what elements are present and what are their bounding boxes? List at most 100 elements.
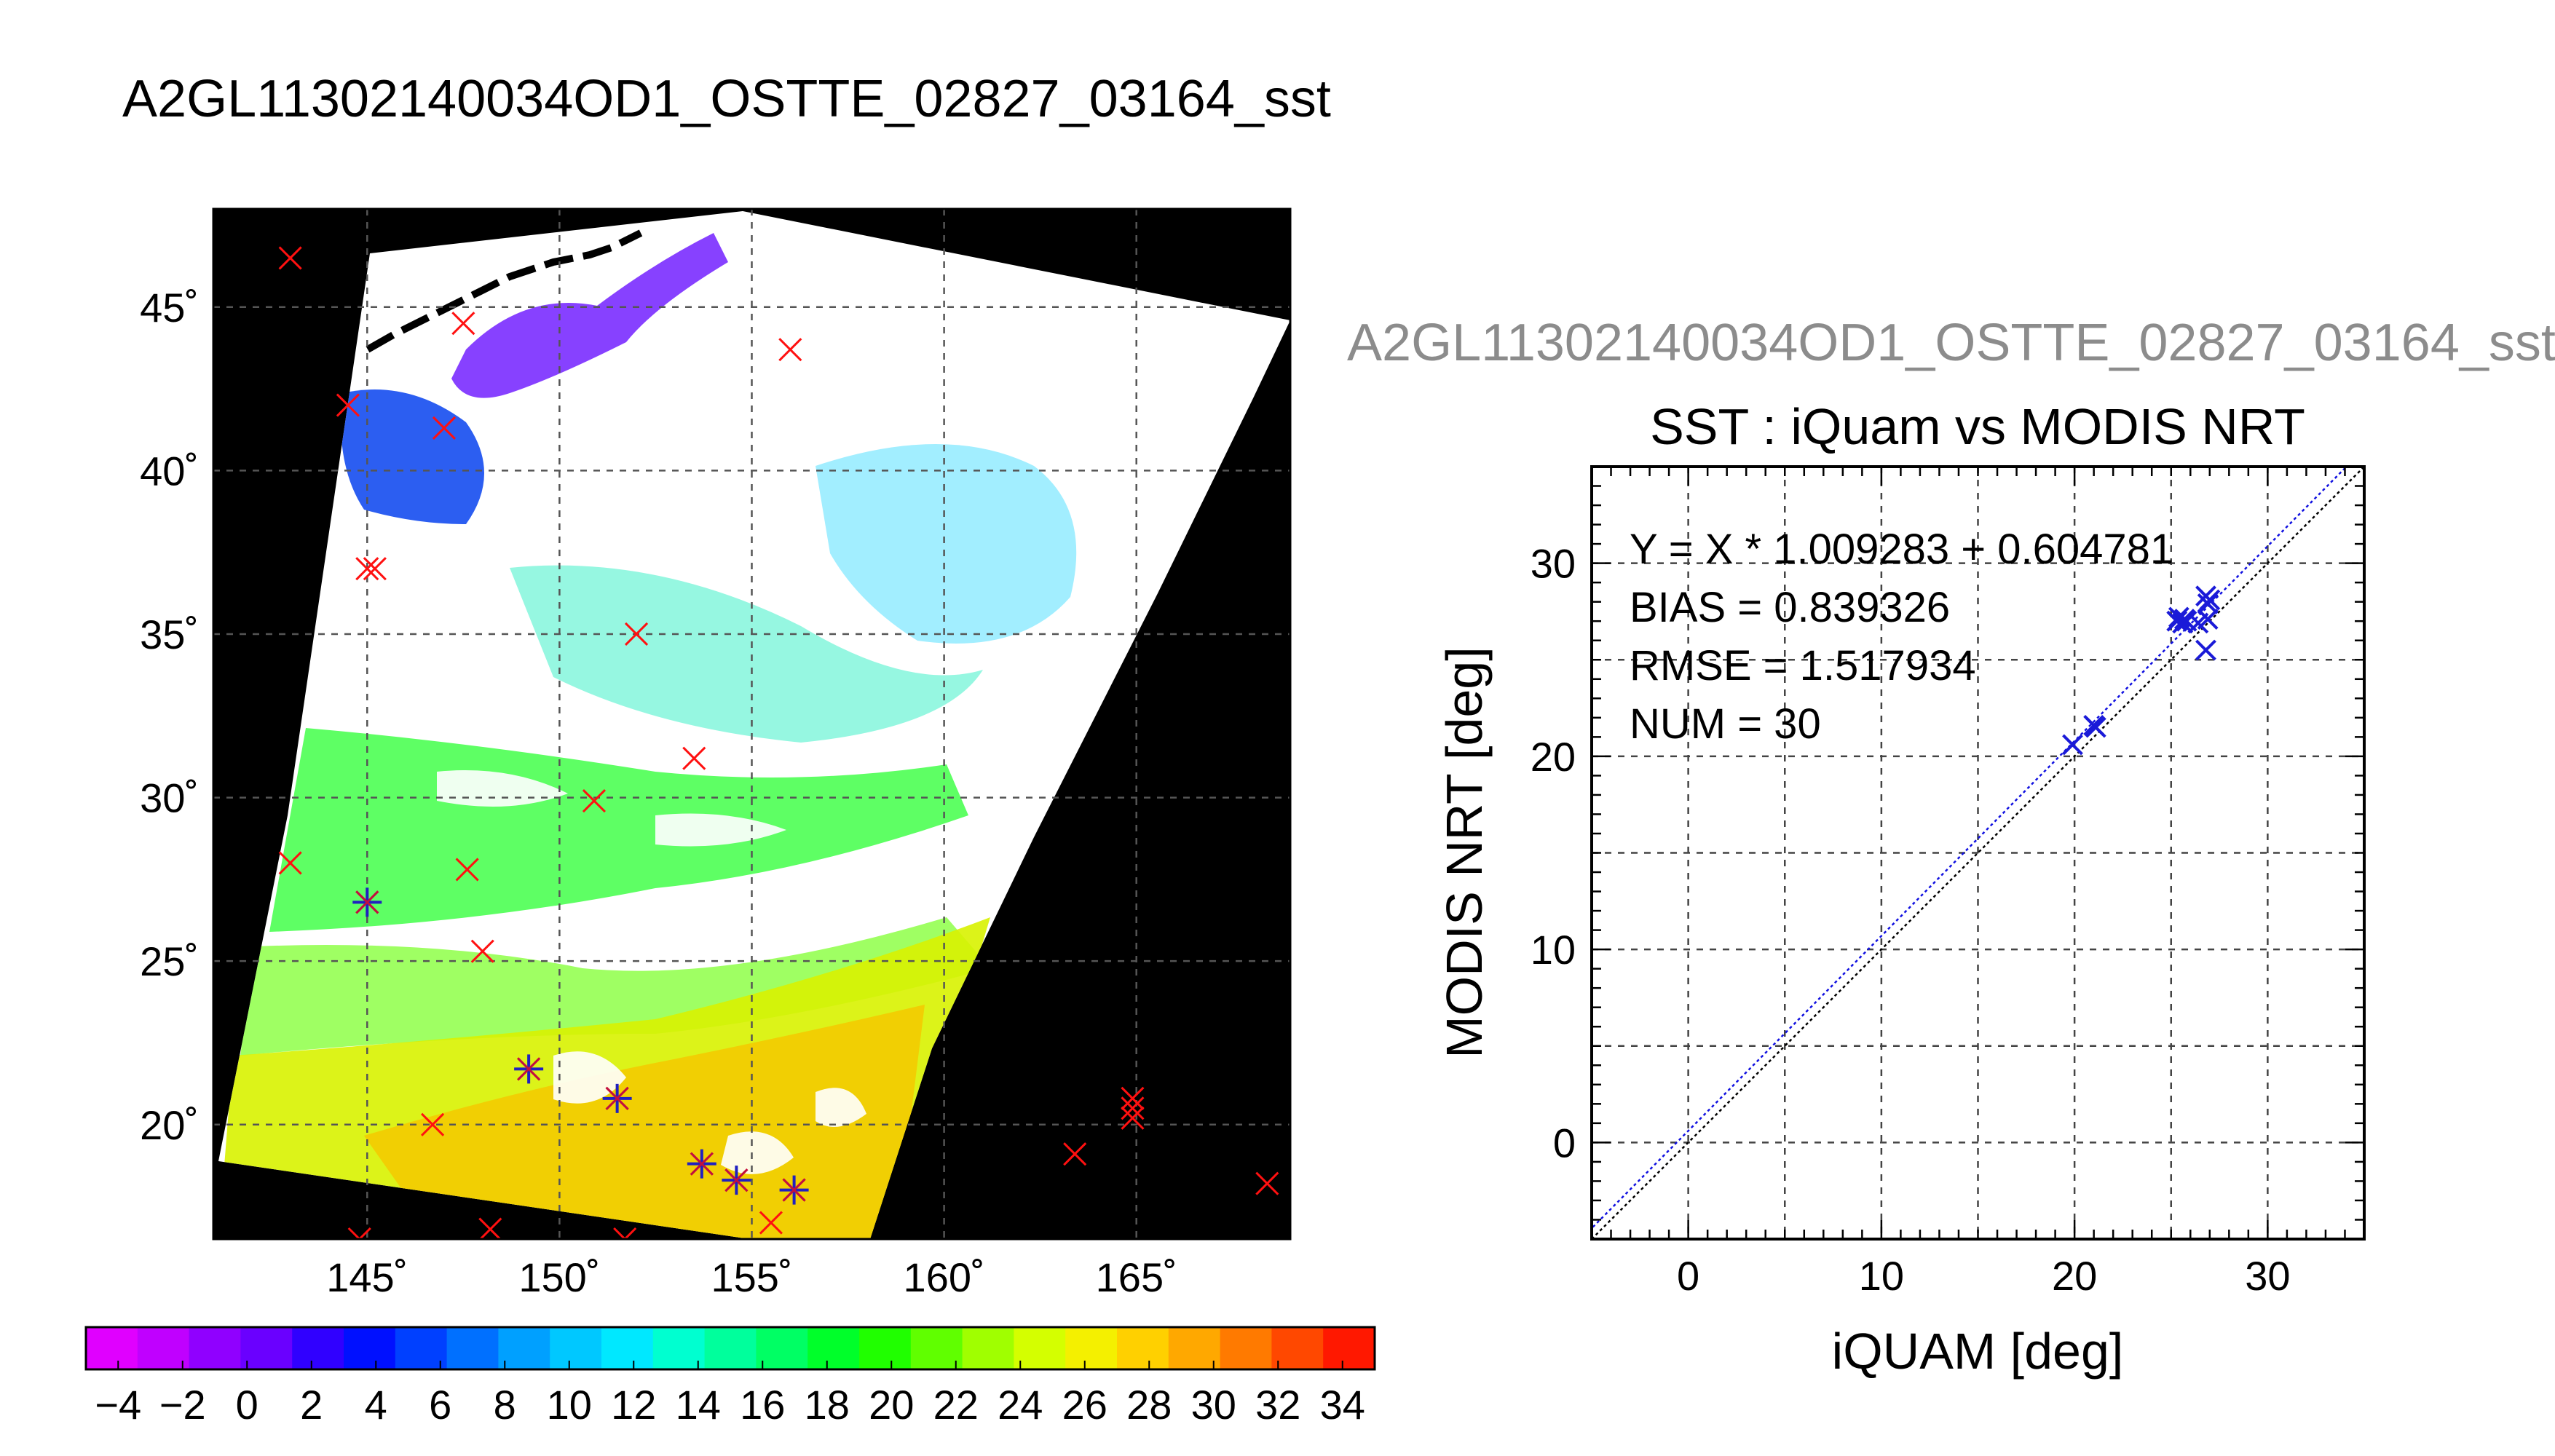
colorbar-tick-label: 6 [429, 1382, 451, 1428]
in-situ-marker [624, 622, 649, 646]
in-situ-x-a [347, 1227, 361, 1239]
sst-green-south [240, 917, 990, 1056]
scatter-point [2195, 639, 2216, 661]
in-situ-marker [363, 557, 387, 581]
matched-marker [722, 1166, 751, 1195]
in-situ-marker [336, 393, 360, 417]
colorbar-cell [1323, 1327, 1375, 1369]
in-situ-x-b [421, 1112, 445, 1136]
scatter-x-b [2195, 639, 2216, 661]
sst-fields [218, 233, 1077, 1239]
in-situ-marker [1063, 1142, 1087, 1166]
scatter-title: SST : iQuam vs MODIS NRT [1650, 398, 2305, 455]
one-to-one-line [1592, 467, 2364, 1239]
in-situ-marker [1255, 1171, 1279, 1195]
in-situ-marker [759, 1211, 783, 1235]
sst-colorbar: −4 −2 0 2 4 6 8 10 12 14 16 18 20 22 24 26 28 30 32 34 [84, 1326, 1376, 1428]
in-situ-marker [451, 312, 475, 336]
colorbar-tick-labels: −4 −2 0 2 4 6 8 10 12 14 16 18 20 22 24 26 28 30 32 34 [95, 1382, 1365, 1428]
matched-x-b [355, 890, 379, 914]
colorbar-cell [1271, 1327, 1324, 1369]
lon-tick-label: 145˚ [326, 1254, 408, 1300]
matched-marker [352, 887, 382, 917]
in-situ-x-b [582, 789, 606, 813]
colorbar-cell [86, 1327, 138, 1369]
lat-tick-label: 40˚ [140, 448, 199, 494]
in-situ-x-b [682, 746, 706, 770]
colorbar-tick-label: 4 [365, 1382, 387, 1428]
scatter-stats: Y = X * 1.009283 + 0.604781 BIAS = 0.8393… [1630, 526, 2173, 748]
in-situ-x-b [451, 312, 475, 336]
colorbar-tick-label: 32 [1255, 1382, 1300, 1428]
colorbar-cells [86, 1327, 1375, 1369]
colorbar-tick-label: 22 [933, 1382, 979, 1428]
matched-marker [514, 1054, 544, 1084]
in-situ-x-b [336, 393, 360, 417]
colorbar-tick-label: −2 [159, 1382, 206, 1428]
scatter-x-b [2199, 589, 2221, 611]
in-situ-x-b [624, 622, 649, 646]
colorbar-tick-label: 0 [236, 1382, 258, 1428]
sst-cyan-swirl [816, 444, 1077, 644]
x-tick-label: 10 [1859, 1253, 1904, 1299]
in-situ-x-b [478, 1217, 502, 1239]
in-situ-x-a [613, 1227, 627, 1239]
x-tick-label: 30 [2245, 1253, 2290, 1299]
colorbar-cell [344, 1327, 396, 1369]
in-situ-x-b [1121, 1106, 1145, 1130]
lat-tick-label: 25˚ [140, 938, 199, 984]
colorbar-cell [807, 1327, 860, 1369]
colorbar-tick-label: 18 [805, 1382, 850, 1428]
colorbar-tick-label: 8 [494, 1382, 516, 1428]
colorbar-cell [910, 1327, 963, 1369]
colorbar-cell [756, 1327, 808, 1369]
map-frame [212, 207, 1292, 1241]
colorbar-cell [240, 1327, 293, 1369]
scatter-grid [1592, 467, 2364, 1239]
in-situ-marker [778, 338, 802, 362]
scatter-axis-ticks [1592, 467, 2364, 1239]
x-axis-label: iQUAM [deg] [1832, 1323, 2124, 1380]
colorbar-tick-label: 16 [740, 1382, 785, 1428]
in-situ-x-b [623, 1227, 637, 1239]
in-situ-x-b [278, 246, 302, 270]
lat-tick-label: 35˚ [140, 612, 199, 657]
scatter-plot: SST : iQuam vs MODIS NRT 0 10 20 300102030 … [1436, 398, 2366, 1380]
in-situ-x-b [455, 858, 479, 882]
in-situ-x-b [1063, 1142, 1087, 1166]
colorbar-cell [446, 1327, 499, 1369]
scatter-points [2062, 585, 2221, 756]
colorbar-cell [189, 1327, 241, 1369]
in-situ-marker [1121, 1086, 1145, 1110]
in-situ-marker [682, 746, 706, 770]
in-situ-marker [1121, 1096, 1145, 1120]
x-tick-label: 0 [1677, 1253, 1699, 1299]
colorbar-cell [292, 1327, 344, 1369]
in-situ-marker [347, 1227, 371, 1239]
stats-line: NUM = 30 [1630, 700, 1821, 748]
map-points [278, 246, 1279, 1239]
matched-marker [602, 1083, 632, 1113]
y-tick-label: 10 [1531, 927, 1576, 973]
colorbar-cell [962, 1327, 1014, 1369]
scatter-subtitle: A2GL11302140034OD1_OSTTE_02827_03164_sst [1347, 314, 2555, 372]
in-situ-marker [421, 1112, 445, 1136]
in-situ-marker [278, 246, 302, 270]
colorbar-tick-label: 12 [611, 1382, 656, 1428]
in-situ-x-b [1121, 1086, 1145, 1110]
colorbar-tick-label: 28 [1126, 1382, 1172, 1428]
scatter-x-b [2062, 734, 2083, 756]
colorbar-tick-label: 24 [998, 1382, 1043, 1428]
scatter-point [2085, 716, 2106, 738]
matched-marker [779, 1175, 809, 1205]
x-tick-label: 20 [2052, 1253, 2097, 1299]
colorbar-cell [1117, 1327, 1169, 1369]
in-situ-x-b [1121, 1096, 1145, 1120]
in-situ-marker [613, 1227, 637, 1239]
scatter-x-b [2176, 610, 2197, 632]
y-tick-label: 20 [1531, 734, 1576, 780]
colorbar-cell [395, 1327, 448, 1369]
colorbar-cell [704, 1327, 757, 1369]
map-grid [213, 209, 1290, 1239]
scatter-x-b [2197, 609, 2219, 630]
